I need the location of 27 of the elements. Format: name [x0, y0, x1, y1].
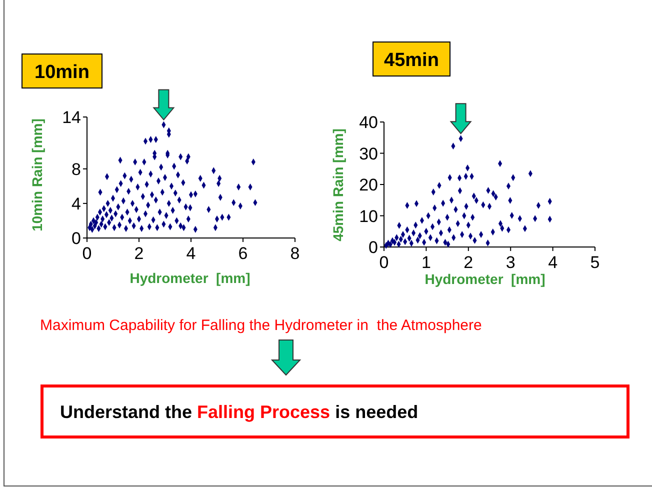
x-tick-label: 4: [548, 253, 558, 272]
y-tick-label: 20: [359, 176, 378, 194]
x-tick-label: 8: [290, 244, 300, 263]
x-tick-label: 2: [464, 253, 474, 272]
y-tick-label: 40: [359, 113, 378, 132]
x-tick-label: 5: [590, 253, 600, 272]
text: Understand the: [60, 402, 198, 422]
x-tick-label: 6: [238, 244, 248, 263]
y-axis-title: 10min Rain [mm]: [29, 118, 45, 232]
y-tick-label: 10: [359, 206, 378, 226]
y-tick-label: 14: [62, 108, 81, 127]
y-tick-label: 0: [72, 229, 81, 248]
y-tick-label: 8: [72, 160, 81, 179]
text: Falling Process: [197, 402, 330, 422]
x-tick-label: 1: [421, 253, 431, 272]
x-axis-title: Hydrometer [mm]: [130, 270, 250, 286]
x-tick-label: 4: [186, 244, 196, 263]
chart-title: 10min: [34, 62, 90, 83]
x-tick-label: 3: [506, 253, 516, 272]
y-tick-label: 30: [359, 144, 378, 164]
x-tick-label: 2: [134, 244, 144, 263]
x-axis-title: Hydrometer [mm]: [424, 271, 546, 287]
chart-title: 45min: [384, 50, 439, 71]
text: Maximum Capability for Falling the Hydrometer in the Atmosphere: [40, 317, 482, 334]
y-axis-title: 45min Rain [mm]: [330, 128, 346, 242]
text: is needed: [330, 402, 418, 422]
y-tick-label: 4: [72, 194, 81, 214]
